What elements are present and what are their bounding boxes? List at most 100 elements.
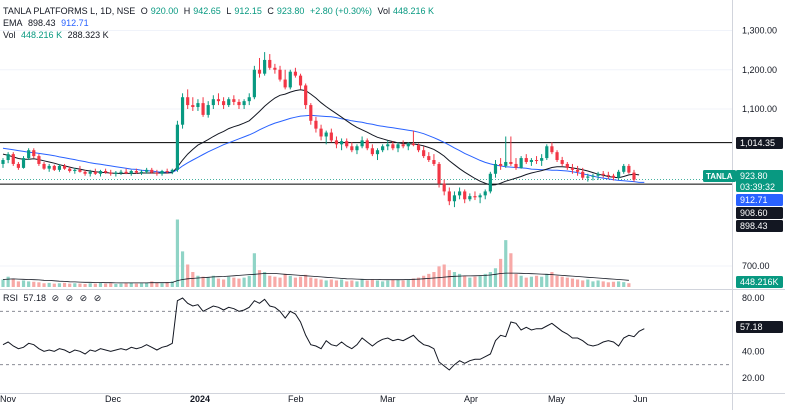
volume-bar bbox=[288, 275, 292, 287]
vol-value: 448.216 K bbox=[393, 6, 435, 16]
volume-bar bbox=[175, 219, 180, 287]
candle-body bbox=[222, 101, 226, 106]
rsi-controls[interactable]: ⊘ ⊘ ⊘ ⊘ bbox=[51, 293, 104, 303]
volume-bar bbox=[119, 283, 123, 287]
volume-bar bbox=[488, 272, 492, 287]
volume-bar bbox=[555, 275, 559, 287]
candle-body bbox=[493, 163, 498, 174]
legend-rsi[interactable]: RSI 57.18 ⊘ ⊘ ⊘ ⊘ bbox=[3, 293, 106, 304]
volume-bar bbox=[396, 279, 400, 287]
volume-bar bbox=[478, 275, 482, 287]
ema-value-2: 912.71 bbox=[61, 18, 89, 28]
volume-bar bbox=[422, 275, 426, 287]
volume-bar bbox=[401, 280, 405, 287]
horizontal-lines[interactable] bbox=[0, 142, 732, 185]
symbol-title[interactable]: TANLA PLATFORMS L, 1D, NSE bbox=[3, 6, 136, 16]
volume-bar bbox=[581, 280, 585, 287]
candle-body bbox=[627, 165, 631, 173]
vol-label: Vol bbox=[377, 6, 391, 16]
candle-body bbox=[457, 191, 462, 196]
candle-body bbox=[160, 171, 164, 174]
volume-bar bbox=[68, 283, 72, 287]
candle-body bbox=[247, 97, 251, 102]
volume-bar bbox=[186, 264, 190, 287]
close-label: C bbox=[267, 6, 274, 16]
candle-body bbox=[427, 156, 431, 161]
ema-short-badge-bg bbox=[736, 220, 783, 232]
candle-body bbox=[529, 160, 533, 162]
volume-bar bbox=[252, 253, 256, 287]
candle-body bbox=[540, 158, 544, 161]
candle-body bbox=[93, 171, 97, 174]
volume-bar bbox=[534, 275, 539, 287]
volume-bar bbox=[606, 282, 610, 287]
candle-body bbox=[180, 97, 185, 125]
candle-body bbox=[155, 172, 159, 174]
time-axis[interactable]: Nov Dec 2024 Feb Mar Apr May Jun bbox=[0, 394, 648, 404]
volume-bar bbox=[134, 283, 138, 287]
candle-body bbox=[596, 173, 600, 176]
candle-body bbox=[370, 148, 374, 155]
candle-body bbox=[550, 146, 554, 153]
candle-body bbox=[109, 172, 113, 174]
volume-bar bbox=[345, 281, 349, 287]
volume-bar bbox=[191, 272, 195, 287]
candle-body bbox=[62, 165, 67, 169]
price-label-1014: 1,014.35 bbox=[740, 138, 775, 148]
volume-bars bbox=[1, 219, 631, 287]
volume-bar bbox=[309, 277, 313, 287]
volume-bar bbox=[483, 273, 487, 287]
volume-bar bbox=[165, 282, 169, 287]
volume-bar bbox=[93, 283, 97, 287]
candle-body bbox=[283, 79, 287, 88]
volume-bar bbox=[504, 240, 508, 287]
ema-long-badge-bg bbox=[736, 194, 783, 206]
volume-bar bbox=[211, 275, 215, 287]
volume-bar bbox=[27, 281, 31, 287]
candle-body bbox=[16, 163, 20, 168]
candle-body bbox=[324, 132, 328, 137]
volume-bar bbox=[88, 283, 92, 287]
candle-body bbox=[463, 191, 467, 200]
volume-bar bbox=[457, 273, 462, 287]
rsi-pane bbox=[0, 297, 732, 371]
candle-body bbox=[32, 150, 36, 157]
candle-body bbox=[78, 169, 82, 172]
candle-body bbox=[73, 169, 77, 172]
candle-body bbox=[617, 171, 621, 178]
volume-bar bbox=[104, 283, 108, 287]
legend-volume[interactable]: Vol 448.216 K 288.323 K bbox=[3, 30, 112, 41]
candle-body bbox=[360, 140, 364, 147]
volume-bar bbox=[21, 280, 26, 287]
candle-body bbox=[216, 99, 221, 102]
candle-body bbox=[232, 99, 236, 102]
volume-bar bbox=[32, 281, 36, 287]
candle-body bbox=[319, 128, 323, 137]
volume-bar bbox=[468, 277, 472, 287]
candle-body bbox=[345, 141, 349, 147]
volume-bar bbox=[463, 275, 467, 287]
volume-bar bbox=[591, 281, 595, 287]
candle-body bbox=[288, 71, 292, 88]
volume-bar bbox=[499, 258, 503, 287]
legend-ema[interactable]: EMA 898.43 912.71 bbox=[3, 18, 92, 29]
candle-body bbox=[191, 105, 195, 108]
volume-bar bbox=[52, 283, 56, 287]
volume-bar bbox=[268, 275, 272, 287]
volume-bar bbox=[6, 276, 10, 287]
volume-bar bbox=[98, 282, 103, 287]
candle-body bbox=[411, 143, 415, 146]
volume-bar bbox=[565, 277, 569, 287]
time-tick-label: Nov bbox=[0, 394, 17, 404]
candle-body bbox=[365, 140, 369, 149]
candle-body bbox=[560, 160, 564, 164]
volume-bar bbox=[514, 273, 518, 287]
price-label-1014-bg bbox=[736, 137, 783, 149]
symbol-badge-bg bbox=[703, 170, 736, 182]
candle-body bbox=[257, 69, 262, 74]
candle-body bbox=[534, 160, 539, 162]
ema-short-badge: 898.43 bbox=[740, 221, 768, 231]
volume-bar bbox=[370, 279, 374, 287]
